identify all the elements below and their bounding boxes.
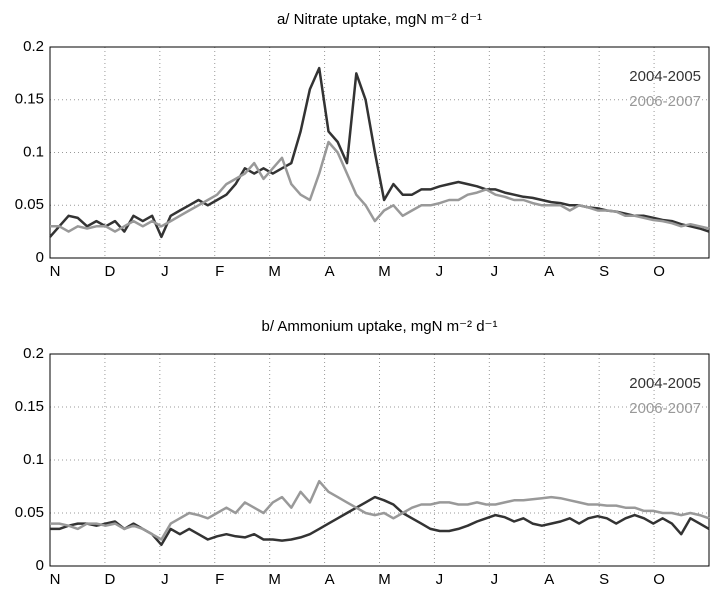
legend-entry: 2006-2007: [629, 400, 701, 417]
panel-title: b/ Ammonium uptake, mgN m⁻² d⁻¹: [262, 318, 498, 335]
y-tick-label: 0.05: [15, 504, 44, 521]
series-line: [50, 495, 710, 547]
x-tick-label: S: [599, 571, 609, 588]
x-tick-label: M: [378, 571, 391, 588]
y-tick-label: 0.1: [23, 451, 44, 468]
y-tick-label: 0.1: [23, 143, 44, 160]
x-tick-label: A: [325, 263, 335, 280]
x-tick-label: F: [215, 263, 224, 280]
x-tick-label: A: [325, 571, 335, 588]
x-tick-label: J: [161, 571, 169, 588]
y-tick-label: 0.15: [15, 398, 44, 415]
x-tick-label: M: [378, 263, 391, 280]
x-tick-label: J: [436, 571, 444, 588]
y-tick-label: 0.05: [15, 196, 44, 213]
x-tick-label: M: [268, 571, 281, 588]
x-tick-label: D: [104, 571, 115, 588]
legend-entry: 2004-2005: [629, 375, 701, 392]
series-line: [49, 66, 710, 239]
x-tick-label: A: [544, 571, 554, 588]
legend-entry: 2004-2005: [629, 68, 701, 85]
x-tick-label: J: [491, 263, 499, 280]
legend-entry: 2006-2007: [629, 93, 701, 110]
x-tick-label: S: [599, 263, 609, 280]
y-tick-label: 0: [36, 249, 44, 266]
x-tick-label: O: [653, 263, 665, 280]
x-tick-label: J: [161, 263, 169, 280]
y-tick-label: 0: [36, 557, 44, 574]
x-tick-label: J: [491, 571, 499, 588]
x-tick-label: F: [215, 571, 224, 588]
y-tick-label: 0.15: [15, 91, 44, 108]
x-tick-label: D: [104, 263, 115, 280]
x-tick-label: N: [50, 263, 61, 280]
y-tick-label: 0.2: [23, 38, 44, 55]
x-tick-label: N: [50, 571, 61, 588]
panel-title: a/ Nitrate uptake, mgN m⁻² d⁻¹: [277, 11, 482, 28]
series-line: [50, 479, 710, 541]
axes-box: [49, 353, 710, 567]
x-tick-label: O: [653, 571, 665, 588]
x-tick-label: A: [544, 263, 554, 280]
y-tick-label: 0.2: [23, 345, 44, 362]
series-line: [50, 140, 710, 233]
x-tick-label: J: [436, 263, 444, 280]
axes-box: [49, 46, 710, 259]
x-tick-label: M: [268, 263, 281, 280]
